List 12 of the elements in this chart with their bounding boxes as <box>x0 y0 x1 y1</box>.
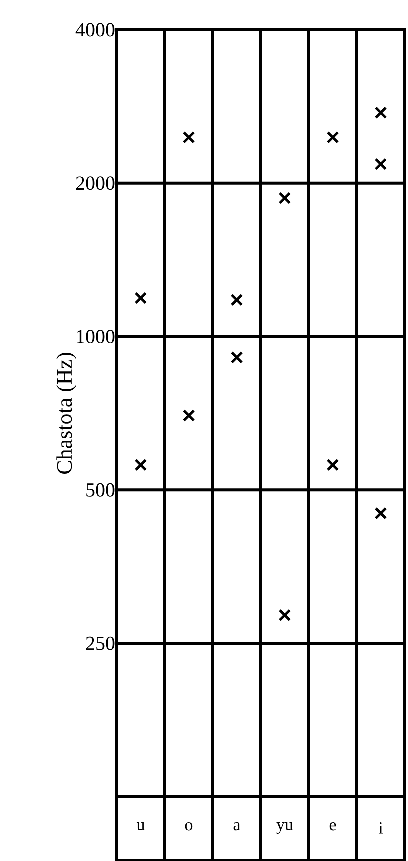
y-tick-label: 250 <box>86 636 115 650</box>
y-tick-label: 500 <box>86 483 115 497</box>
y-tick-label: 1000 <box>77 330 115 344</box>
x-tick-label: a <box>234 822 241 831</box>
x-tick-label: yu <box>276 822 294 834</box>
x-tick-label: e <box>330 822 336 831</box>
y-tick-label: 4000 <box>76 23 115 37</box>
x-tick-label: i <box>378 822 384 834</box>
y-axis-title: Chastota (Hz) <box>56 353 77 474</box>
x-tick-label: u <box>136 822 145 830</box>
x-tick-label: o <box>185 822 193 831</box>
y-tick-label: 2000 <box>76 176 115 190</box>
